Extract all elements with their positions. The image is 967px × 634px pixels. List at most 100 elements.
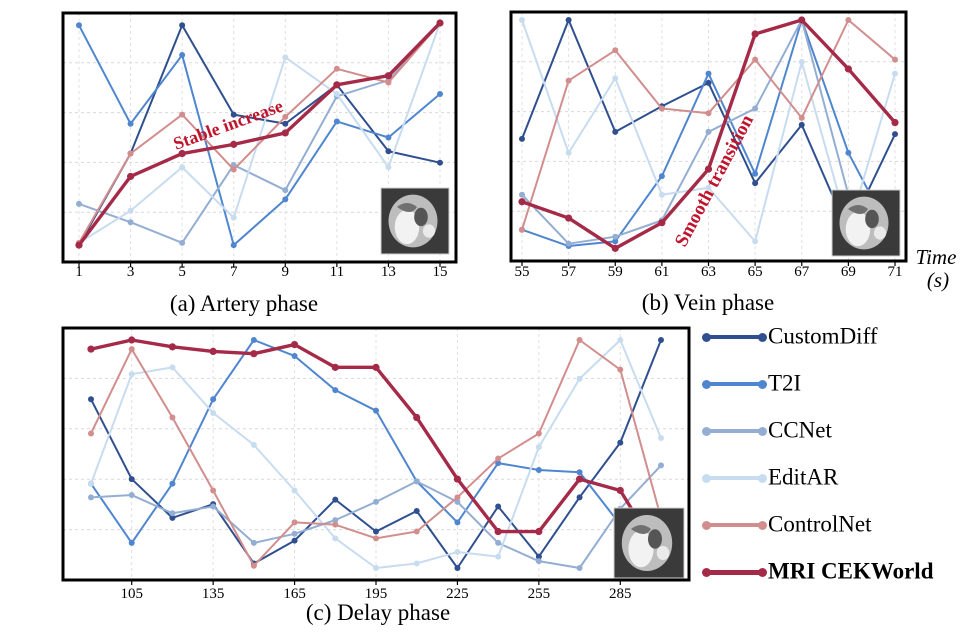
data-point bbox=[413, 478, 420, 485]
data-point bbox=[576, 494, 583, 501]
legend-item-ccnet: CCNet bbox=[702, 416, 966, 446]
legend-marker bbox=[758, 379, 767, 389]
data-point bbox=[576, 375, 583, 382]
data-point bbox=[127, 207, 134, 214]
data-point bbox=[658, 191, 665, 198]
data-point bbox=[658, 337, 664, 343]
x-tick-label: 55 bbox=[515, 264, 530, 280]
legend-item-customdiff: CustomDiff bbox=[702, 322, 966, 352]
data-point bbox=[612, 47, 619, 54]
series-t2i bbox=[76, 22, 443, 249]
data-point bbox=[518, 198, 526, 206]
data-point bbox=[535, 558, 542, 565]
data-point bbox=[250, 350, 258, 358]
data-point bbox=[168, 343, 177, 351]
data-point bbox=[519, 226, 525, 233]
data-point bbox=[495, 539, 502, 546]
data-point bbox=[230, 242, 237, 249]
data-point bbox=[454, 494, 461, 501]
data-point bbox=[844, 65, 852, 73]
data-point bbox=[281, 129, 289, 137]
data-point bbox=[210, 396, 217, 403]
chart-title: (b) Vein phase bbox=[642, 290, 774, 315]
data-point bbox=[385, 134, 392, 141]
legend-item-controlnet: ControlNet bbox=[702, 510, 966, 540]
data-point bbox=[519, 135, 525, 142]
data-point bbox=[373, 498, 379, 505]
data-point bbox=[128, 346, 135, 353]
data-point bbox=[210, 503, 217, 510]
mri-thumbnail-0 bbox=[380, 187, 450, 255]
data-point bbox=[88, 396, 94, 403]
data-point bbox=[291, 519, 298, 526]
data-point bbox=[290, 340, 299, 349]
data-point bbox=[612, 75, 619, 82]
data-point bbox=[752, 56, 759, 63]
data-point bbox=[333, 118, 340, 125]
series-line bbox=[78, 22, 441, 244]
data-point bbox=[282, 120, 289, 127]
x-tick-label: 165 bbox=[283, 586, 306, 602]
data-point bbox=[436, 19, 444, 27]
data-point bbox=[891, 118, 899, 127]
legend-swatch bbox=[706, 382, 762, 386]
data-point bbox=[454, 565, 461, 571]
data-point bbox=[230, 166, 237, 173]
data-point bbox=[250, 337, 257, 343]
legend-marker bbox=[702, 520, 711, 530]
series-line bbox=[78, 24, 441, 247]
data-point bbox=[658, 219, 666, 227]
data-point bbox=[616, 486, 624, 495]
data-point bbox=[88, 494, 94, 501]
data-point bbox=[209, 347, 217, 355]
legend-marker bbox=[702, 567, 711, 577]
data-point bbox=[210, 409, 217, 416]
data-point bbox=[332, 521, 339, 528]
series-line bbox=[78, 22, 441, 244]
legend-label: CCNet bbox=[768, 417, 832, 443]
x-tick-label: 3 bbox=[127, 264, 135, 280]
legend-label: T2I bbox=[768, 370, 802, 396]
data-point bbox=[454, 519, 461, 526]
data-point bbox=[76, 22, 82, 29]
data-point bbox=[169, 480, 176, 487]
data-point bbox=[230, 140, 238, 148]
data-point bbox=[332, 496, 339, 503]
data-point bbox=[128, 336, 136, 344]
legend-label: EditAR bbox=[768, 464, 839, 490]
data-point bbox=[126, 172, 135, 181]
legend-swatch bbox=[706, 523, 762, 527]
series-customdiff bbox=[88, 337, 664, 571]
chart-panel-2: 105 135 165 195 225 255 285 (c) Delay phase bbox=[61, 326, 691, 625]
x-tick-label: 71 bbox=[888, 264, 903, 280]
legend-marker bbox=[702, 473, 711, 483]
data-point bbox=[332, 535, 339, 542]
data-point bbox=[617, 366, 624, 373]
x-tick-label: 67 bbox=[794, 264, 810, 280]
x-tick-label: 11 bbox=[330, 264, 344, 280]
x-tick-label: 255 bbox=[528, 586, 551, 602]
data-point bbox=[76, 200, 82, 207]
x-tick-label: 69 bbox=[841, 264, 856, 280]
data-point bbox=[128, 539, 135, 546]
series-mri-cekworld bbox=[87, 336, 665, 561]
data-point bbox=[495, 460, 502, 467]
data-point bbox=[658, 462, 664, 469]
data-point bbox=[705, 110, 712, 117]
data-point bbox=[892, 70, 898, 77]
data-point bbox=[705, 184, 712, 191]
data-point bbox=[291, 530, 298, 537]
data-point bbox=[332, 517, 339, 524]
data-point bbox=[87, 345, 95, 353]
data-point bbox=[282, 196, 289, 203]
data-point bbox=[798, 58, 805, 65]
chart-title: (c) Delay phase bbox=[306, 600, 450, 625]
legend-marker bbox=[758, 332, 767, 342]
data-point bbox=[454, 549, 461, 556]
data-point bbox=[282, 113, 289, 120]
data-point bbox=[658, 173, 665, 180]
data-point bbox=[612, 128, 619, 135]
legend-swatch bbox=[706, 569, 762, 575]
x-tick-label: 1 bbox=[75, 264, 83, 280]
time-axis-label: Time bbox=[916, 245, 957, 269]
